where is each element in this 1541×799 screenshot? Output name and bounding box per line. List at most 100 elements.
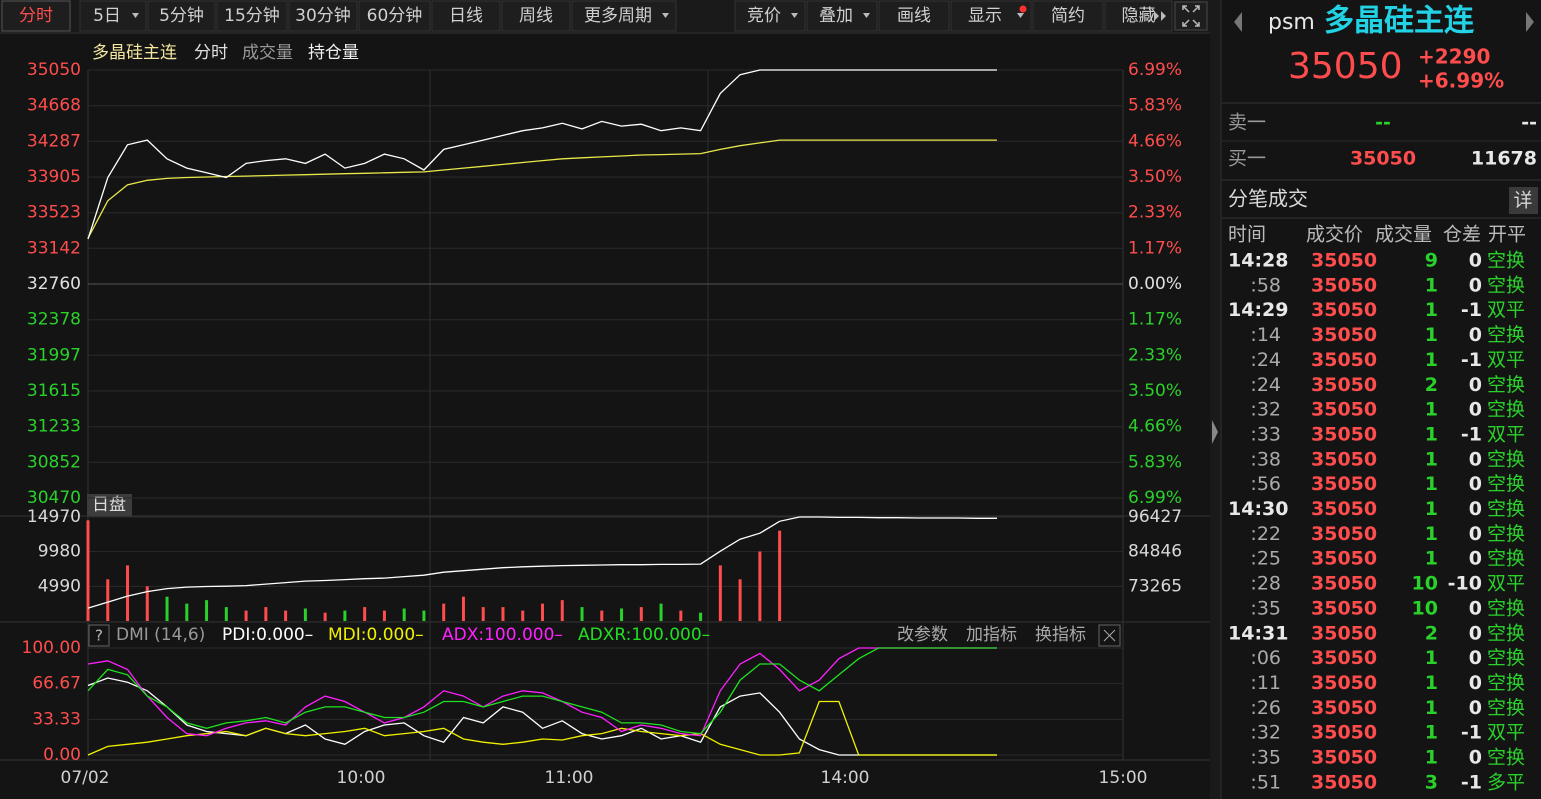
toolbar-label[interactable]: 隐藏	[1122, 6, 1156, 26]
toolbar-label[interactable]: 日线	[449, 6, 483, 26]
book-price: --	[1375, 112, 1391, 134]
toolbar-button[interactable]	[1032, 0, 1104, 32]
tick-oi-change: -1	[1461, 349, 1482, 371]
indicator-action[interactable]: 换指标	[1035, 625, 1086, 645]
toolbar-label[interactable]: 分时	[19, 6, 53, 26]
toolbar-label[interactable]: 60分钟	[367, 6, 423, 26]
tick-type: 空换	[1487, 498, 1525, 520]
indicator-title: DMI (14,6)	[116, 625, 205, 645]
y-tick-label: 4990	[38, 576, 81, 596]
close-indicator[interactable]	[1098, 624, 1121, 647]
book-label: 卖一	[1228, 112, 1266, 134]
tick-price: 35050	[1311, 274, 1377, 296]
toolbar-button[interactable]	[431, 0, 501, 32]
volume-bar	[718, 565, 722, 621]
toolbar-label[interactable]: 画线	[897, 6, 931, 26]
legend-item[interactable]: 成交量	[242, 43, 293, 63]
toolbar-button[interactable]	[1, 0, 71, 32]
legend-item[interactable]: 多晶硅主连	[92, 43, 177, 63]
expand-icon[interactable]	[1174, 1, 1208, 31]
tick-price: 35050	[1311, 573, 1377, 595]
dropdown-arrow[interactable]	[132, 13, 139, 18]
tick-price: 35050	[1311, 523, 1377, 545]
y-tick-label: 33142	[27, 238, 81, 258]
column-header: 成交量	[1375, 224, 1432, 246]
toolbar-label[interactable]: 15分钟	[224, 6, 280, 26]
toolbar-label[interactable]: 简约	[1051, 6, 1085, 26]
tick-oi-change: -1	[1461, 423, 1482, 445]
toolbar-button[interactable]	[571, 0, 677, 32]
volume-bar	[541, 603, 544, 621]
tick-volume: 1	[1425, 399, 1438, 421]
toolbar-label[interactable]: 5日	[93, 6, 121, 26]
y-tick-label: 0.00	[43, 745, 81, 765]
legend-item[interactable]: 分时	[194, 43, 228, 63]
column-header: 时间	[1228, 224, 1266, 246]
book-volume: --	[1521, 112, 1537, 134]
help-box[interactable]	[88, 624, 110, 647]
tick-volume: 1	[1425, 697, 1438, 719]
toolbar-label[interactable]: 叠加	[819, 6, 853, 26]
tick-oi-change: 0	[1469, 523, 1482, 545]
legend-item[interactable]: 持仓量	[308, 43, 359, 63]
tick-type: 空换	[1487, 597, 1525, 619]
notice-dot	[1019, 5, 1027, 13]
toolbar-label[interactable]: 更多周期	[584, 6, 652, 26]
toolbar-label[interactable]: 30分钟	[295, 6, 351, 26]
volume-bar	[442, 603, 446, 621]
toolbar-label[interactable]: 竞价	[747, 6, 781, 26]
dropdown-arrow[interactable]	[662, 13, 669, 18]
prev-arrow[interactable]	[1234, 12, 1242, 32]
toolbar-button[interactable]	[734, 0, 806, 32]
legend-item: PDI:0.000–	[222, 625, 313, 645]
tick-oi-change: -10	[1448, 573, 1482, 595]
tick-price: 35050	[1311, 722, 1377, 744]
open-interest-line	[87, 516, 997, 609]
tick-price: 35050	[1311, 697, 1377, 719]
toolbar-button[interactable]	[216, 0, 288, 32]
help-label[interactable]: ?	[95, 627, 103, 645]
more-arrows[interactable]	[1154, 11, 1166, 21]
volume-bar	[521, 610, 525, 621]
volume-bar	[580, 607, 584, 621]
quote-change: +2290	[1418, 45, 1490, 69]
toolbar-label[interactable]: 显示	[968, 6, 1002, 26]
tick-volume: 1	[1425, 274, 1438, 296]
indicator-action[interactable]: 改参数	[897, 625, 948, 645]
dropdown-arrow[interactable]	[1017, 13, 1024, 18]
tick-time: 14:30	[1228, 498, 1288, 520]
volume-bar	[758, 551, 762, 621]
x-tick-label: 10:00	[337, 768, 386, 788]
dropdown-arrow[interactable]	[791, 13, 798, 18]
detail-button[interactable]	[1509, 187, 1538, 214]
dropdown-arrow[interactable]	[863, 13, 870, 18]
close-icon[interactable]	[1103, 629, 1116, 642]
volume-bar	[461, 596, 465, 621]
toolbar-button[interactable]	[147, 0, 216, 32]
next-arrow[interactable]	[1526, 12, 1534, 32]
toolbar-label[interactable]: 周线	[519, 6, 553, 26]
toolbar-button[interactable]	[501, 0, 571, 32]
toolbar-button[interactable]	[878, 0, 950, 32]
tick-volume: 1	[1425, 423, 1438, 445]
detail-label[interactable]: 详	[1513, 190, 1532, 212]
indicator-action[interactable]: 加指标	[966, 625, 1017, 645]
toolbar-button[interactable]	[950, 0, 1032, 32]
volume-bar	[639, 607, 643, 621]
quote-price: 35050	[1288, 46, 1403, 87]
volume-bar	[224, 607, 228, 621]
toolbar-button[interactable]	[1104, 0, 1173, 32]
toolbar-button[interactable]	[358, 0, 431, 32]
tick-volume: 1	[1425, 299, 1438, 321]
dmi-line	[87, 700, 997, 756]
toolbar-label[interactable]: 5分钟	[159, 6, 204, 26]
collapse-arrow[interactable]	[1212, 420, 1218, 444]
tick-type: 空换	[1487, 697, 1525, 719]
volume-bar	[284, 610, 288, 621]
tick-time: :32	[1250, 399, 1281, 421]
toolbar-button[interactable]	[288, 0, 358, 32]
tick-time: :32	[1250, 722, 1281, 744]
pct-tick-label: 1.17%	[1128, 238, 1182, 258]
panel-splitter[interactable]	[1210, 0, 1220, 799]
